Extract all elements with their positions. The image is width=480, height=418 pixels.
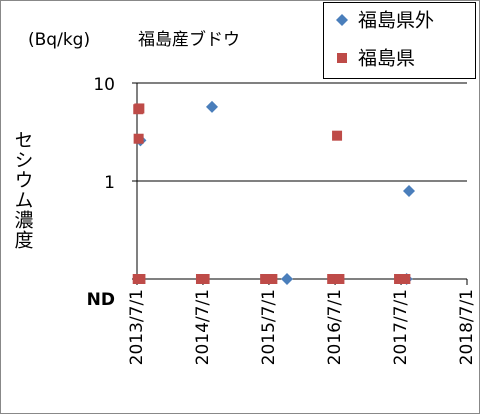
point — [135, 274, 146, 284]
y-axis-label: セシウム濃度 — [12, 130, 34, 250]
x-tick-label: 2013/7/1 — [127, 289, 147, 365]
x-tick-label: 2015/7/1 — [259, 289, 279, 365]
point — [281, 273, 293, 285]
point — [199, 274, 210, 284]
chart-title: 福島産ブドウ — [138, 29, 240, 50]
y-tick-label: ND — [87, 290, 115, 310]
point — [334, 274, 345, 284]
legend-label: 福島県 — [358, 48, 415, 70]
legend-label: 福島県外 — [358, 10, 434, 32]
point — [133, 133, 144, 144]
x-tick-label: 2014/7/1 — [193, 289, 213, 365]
unit-label: (Bq/kg) — [28, 30, 90, 50]
x-tick-label: 2018/7/1 — [457, 289, 477, 365]
x-tick-label: 2017/7/1 — [391, 289, 411, 365]
y-tick-label: 10 — [93, 75, 115, 95]
point — [267, 274, 278, 284]
legend-marker — [336, 14, 348, 26]
point — [206, 100, 218, 113]
point — [332, 130, 343, 141]
point — [134, 103, 145, 114]
point — [402, 185, 415, 198]
x-tick-label: 2016/7/1 — [325, 289, 345, 365]
legend-box — [323, 2, 476, 79]
y-tick-label: 1 — [104, 173, 115, 193]
point — [400, 274, 411, 284]
legend-marker — [337, 53, 347, 63]
